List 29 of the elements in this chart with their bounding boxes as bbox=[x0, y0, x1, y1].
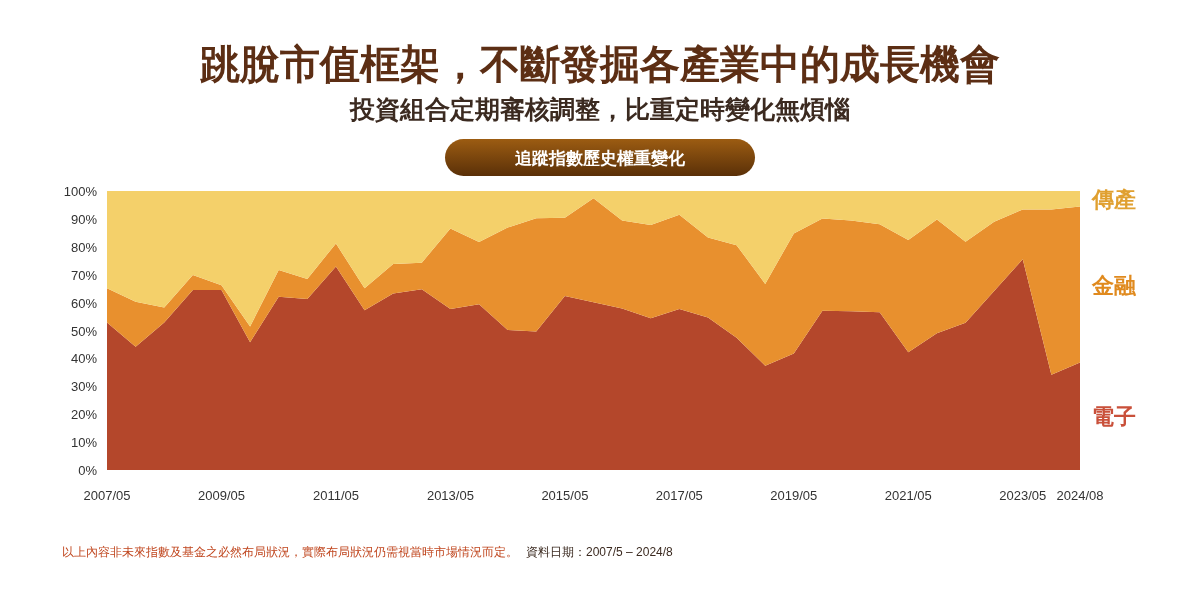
y-tick-label: 70% bbox=[70, 267, 98, 283]
x-tick-label: 2021/05 bbox=[884, 488, 932, 503]
y-tick-label: 40% bbox=[70, 351, 98, 367]
y-tick-label: 0% bbox=[78, 463, 98, 478]
x-tick-label: 2019/05 bbox=[770, 488, 818, 503]
x-tick-label: 2007/05 bbox=[83, 488, 131, 503]
x-tick-label: 2015/05 bbox=[541, 488, 589, 503]
y-tick-label: 100% bbox=[63, 184, 98, 199]
chart-title: 跳脫市值框架，不斷發掘各產業中的成長機會 bbox=[199, 42, 1000, 86]
series-label: 金融 bbox=[1091, 272, 1137, 298]
x-tick-label: 2023/05 bbox=[999, 488, 1047, 503]
x-tick-label: 2013/05 bbox=[426, 488, 474, 503]
y-tick-label: 20% bbox=[70, 407, 98, 423]
x-tick-label: 2011/05 bbox=[312, 488, 359, 503]
series-label: 傳產 bbox=[1091, 186, 1136, 212]
text: 追蹤指數歷史權重變化 bbox=[514, 149, 686, 168]
y-tick-label: 10% bbox=[70, 435, 98, 451]
x-tick-label: 2024/08 bbox=[1056, 488, 1104, 503]
x-tick-label: 2009/05 bbox=[197, 488, 245, 503]
y-tick-label: 50% bbox=[70, 323, 98, 339]
y-tick-label: 60% bbox=[70, 295, 98, 311]
y-tick-label: 90% bbox=[70, 211, 98, 227]
text: 資料日期：2007/5 – 2024/8 bbox=[526, 545, 674, 559]
text: 以上內容非未來指數及基金之必然布局狀況，實際布局狀況仍需視當時市場情況而定。 bbox=[62, 545, 518, 559]
x-tick-label: 2017/05 bbox=[655, 488, 703, 503]
y-tick-label: 30% bbox=[70, 379, 98, 395]
y-tick-label: 80% bbox=[70, 239, 98, 255]
chart-subtitle: 投資組合定期審核調整，比重定時變化無煩惱 bbox=[349, 95, 850, 123]
series-label: 電子 bbox=[1092, 404, 1136, 430]
